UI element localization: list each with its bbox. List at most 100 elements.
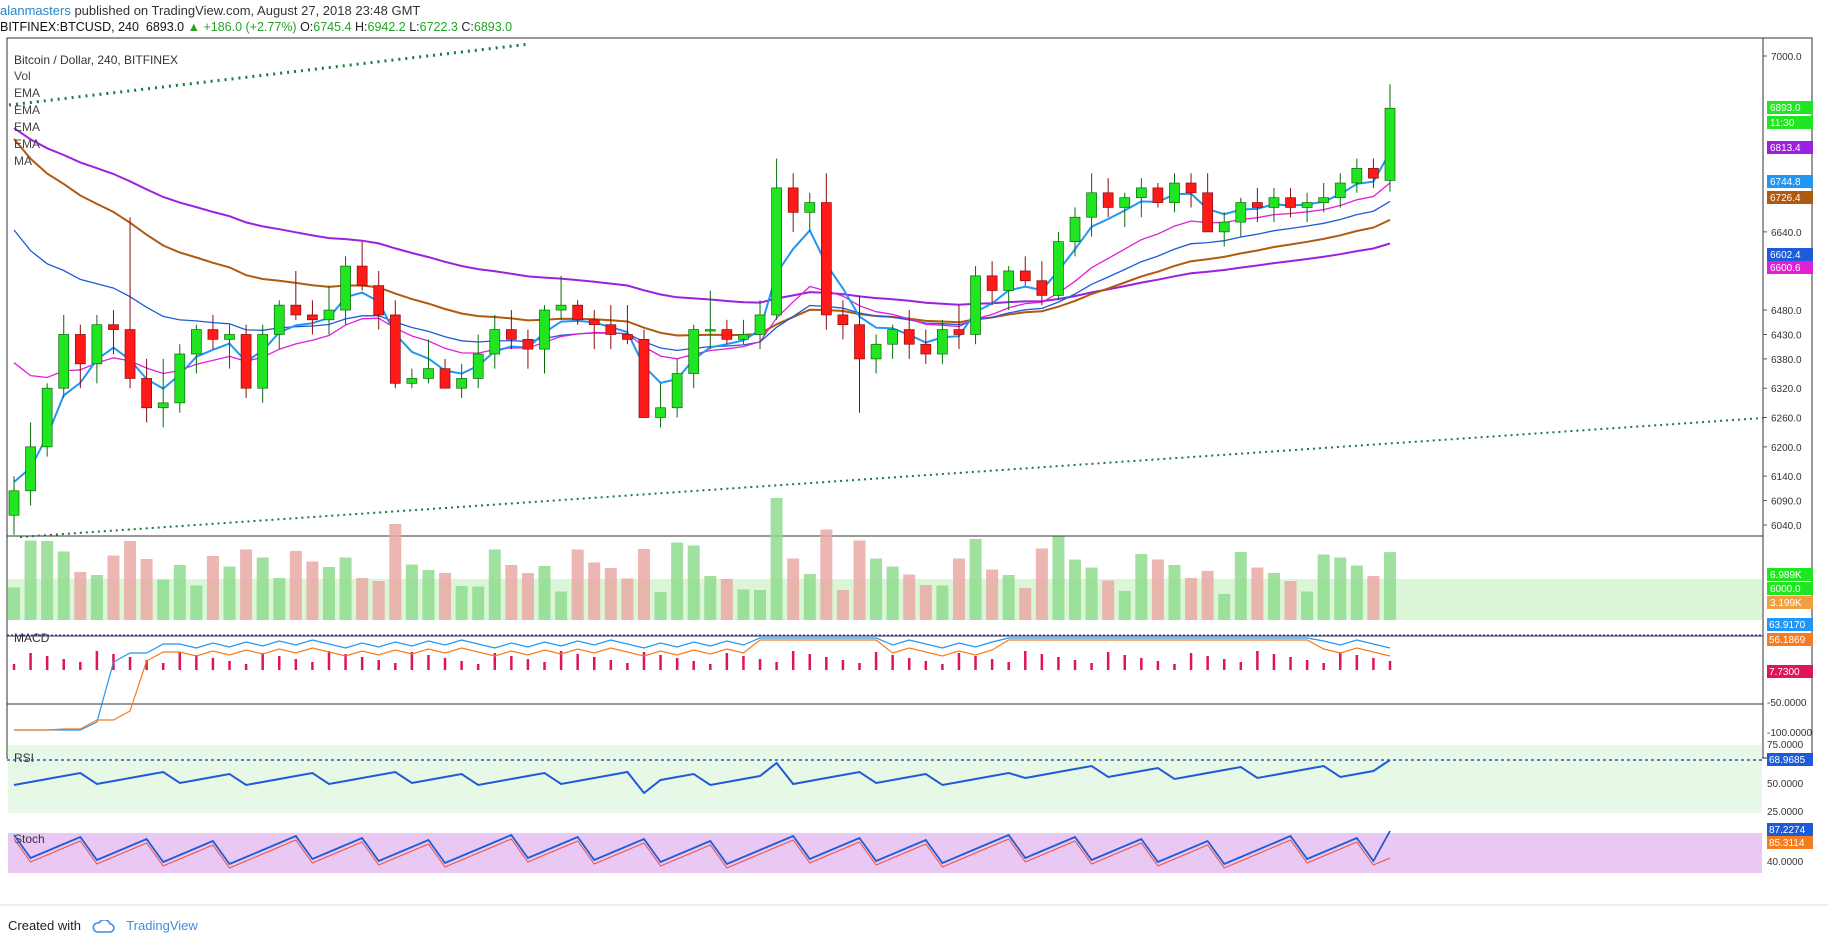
candle-body xyxy=(588,319,600,326)
candle-body xyxy=(1218,221,1230,233)
volume-bar xyxy=(1350,565,1363,620)
symbol-header: BITFINEX:BTCUSD, 240 6893.0 ▲ +186.0 (+2… xyxy=(0,20,512,38)
candle-body xyxy=(41,387,53,448)
footer: Created with TradingView xyxy=(8,918,198,934)
publish-header: alanmasters published on TradingView.com… xyxy=(0,3,420,21)
close-value: 6893.0 xyxy=(473,20,513,34)
candle-body xyxy=(1318,197,1330,203)
y-tick-label: 6430.0 xyxy=(1771,330,1802,341)
macd-tag-label: 63.9170 xyxy=(1769,620,1806,631)
candle-body xyxy=(605,324,617,335)
volume-bar xyxy=(521,573,534,620)
candle-body xyxy=(1152,187,1164,203)
chart-title: Bitcoin / Dollar, 240, BITFINEX xyxy=(14,53,178,67)
candle-body xyxy=(1019,270,1031,282)
candle-body xyxy=(1185,182,1197,194)
candle-body xyxy=(472,353,484,379)
candle-body xyxy=(1301,202,1313,208)
volume-bar xyxy=(57,551,70,620)
candle-body xyxy=(356,265,368,286)
volume-bar xyxy=(853,540,866,620)
volume-bar xyxy=(439,573,452,620)
candle-body xyxy=(406,378,418,384)
volume-bar xyxy=(1118,591,1131,620)
stoch-tag-label: 85.3114 xyxy=(1769,838,1805,849)
candle-body xyxy=(1069,216,1081,242)
volume-bar xyxy=(1168,565,1181,620)
macd-tag-label: 56.1869 xyxy=(1769,635,1806,646)
candle-body xyxy=(854,324,865,360)
candle-body xyxy=(572,304,584,321)
stoch-d-line xyxy=(13,838,1391,869)
indicator-label: EMA xyxy=(14,137,40,151)
volume-bar xyxy=(1317,554,1330,620)
stoch-title: Stoch xyxy=(14,832,45,846)
volume-bar xyxy=(770,498,783,620)
price-tag-label: 6744.8 xyxy=(1770,177,1801,188)
rsi-band xyxy=(8,745,1762,813)
rsi-tick-label: 50.0000 xyxy=(1767,779,1804,790)
volume-bar xyxy=(571,549,584,620)
high-label: H: xyxy=(355,20,368,34)
tradingview-link[interactable]: TradingView xyxy=(126,918,198,933)
macd-tick-label: -100.0000 xyxy=(1767,728,1812,739)
volume-bar xyxy=(256,557,269,620)
volume-bar xyxy=(306,561,319,620)
volume-bar xyxy=(1069,559,1082,620)
pane-frame xyxy=(6,37,1764,537)
volume-bar xyxy=(356,578,369,620)
volume-bar xyxy=(604,568,617,620)
volume-bar xyxy=(90,575,103,620)
candle-body xyxy=(207,329,219,340)
volume-bar xyxy=(223,566,236,620)
author-link[interactable]: alanmasters xyxy=(0,3,71,18)
candle-body xyxy=(174,353,186,404)
price-tag-label: 6726.4 xyxy=(1770,193,1801,204)
rsi-tag-label: 68.9685 xyxy=(1769,755,1806,766)
price-tag xyxy=(1767,175,1813,188)
stoch-tag xyxy=(1767,836,1813,849)
candle-body xyxy=(688,329,700,374)
candle-body xyxy=(157,402,169,409)
macd-tag xyxy=(1767,618,1813,631)
ema-brown-line xyxy=(13,138,1391,337)
macd-tag xyxy=(1767,665,1813,678)
stoch-k-line xyxy=(13,830,1391,866)
volume-bar xyxy=(870,558,883,620)
y-tick-label: 6640.0 xyxy=(1771,228,1802,239)
candle-body xyxy=(903,329,915,345)
candle-body xyxy=(240,334,252,389)
close-label: C: xyxy=(461,20,474,34)
volume-bar xyxy=(472,586,485,620)
price-tag-label: 6600.6 xyxy=(1770,263,1801,274)
candle-body xyxy=(108,324,119,330)
indicator-label: MA xyxy=(14,154,32,168)
volume-bar xyxy=(74,572,87,620)
macd-tick-label: -50.0000 xyxy=(1767,698,1807,709)
volume-bar xyxy=(1019,588,1032,620)
price-tag xyxy=(1767,141,1813,154)
candle-body xyxy=(1368,168,1379,179)
candle-body xyxy=(323,309,335,321)
rsi-tag xyxy=(1767,753,1813,766)
ema-blue-line xyxy=(13,200,1391,352)
volume-bar xyxy=(754,590,767,620)
volume-bar xyxy=(289,551,302,620)
candle-body xyxy=(340,265,351,311)
candle-body xyxy=(1003,270,1015,291)
price-tag-label: 3.199K xyxy=(1770,598,1802,609)
candle-body xyxy=(8,490,20,516)
volume-bar xyxy=(836,590,849,620)
volume-bar xyxy=(720,579,733,620)
volume-bar xyxy=(886,566,899,620)
y-tick-label: 6200.0 xyxy=(1771,443,1802,454)
volume-bar xyxy=(704,576,717,620)
volume-bar xyxy=(969,539,982,620)
volume-bar xyxy=(919,585,932,620)
volume-bar xyxy=(505,565,518,620)
volume-bar xyxy=(803,574,816,620)
macd-tag xyxy=(1767,633,1813,646)
candle-body xyxy=(373,285,385,316)
volume-bar xyxy=(687,545,700,620)
